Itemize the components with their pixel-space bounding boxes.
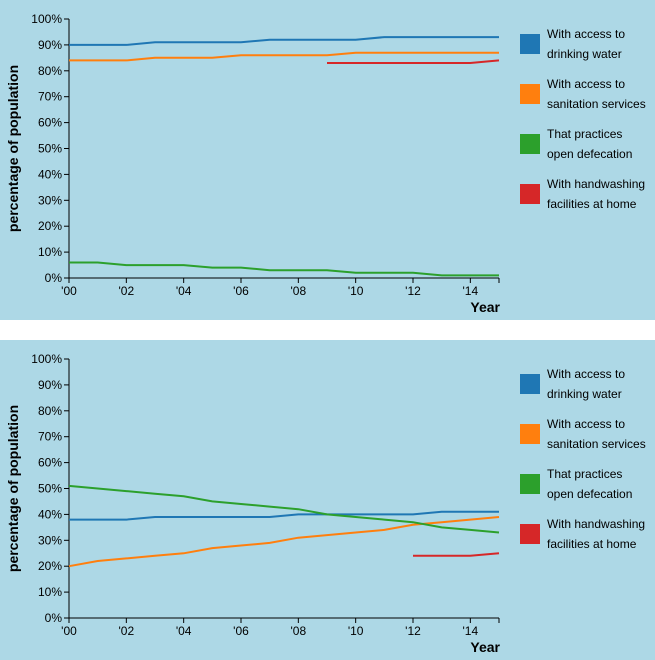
y-tick-label: 10%: [38, 245, 62, 259]
series-line-that-practices-open-defecation: [69, 261, 499, 277]
y-tick-label: 0%: [45, 271, 63, 285]
x-tick-label: '12: [405, 284, 421, 298]
y-tick-label: 100%: [31, 352, 62, 366]
legend-label: With access to: [547, 77, 625, 91]
y-tick-label: 60%: [38, 116, 62, 130]
series-line-with-handwashing-facilities-at-home: [413, 552, 500, 557]
legend-label: open defecation: [547, 147, 632, 161]
x-axis-label: Year: [470, 299, 500, 315]
x-tick-label: '04: [176, 624, 192, 638]
legend-label: That practices: [547, 127, 622, 141]
y-tick-label: 0%: [45, 611, 63, 625]
x-tick-label: '10: [348, 284, 364, 298]
y-tick-label: 30%: [38, 533, 62, 547]
series-line-with-handwashing-facilities-at-home: [327, 59, 500, 64]
y-tick-label: 70%: [38, 430, 62, 444]
x-tick-label: '08: [291, 284, 307, 298]
chart-panel-bottom: 0% 10% 20% 30% 40% 50% 60% 70% 80% 90% 100% '00 '02 '…: [0, 340, 655, 660]
legend-swatch-with-handwashing-facilities-at-home: [520, 524, 540, 544]
x-tick-label: '12: [405, 624, 421, 638]
y-axis-label: percentage of population: [5, 405, 21, 572]
legend-swatch-with-handwashing-facilities-at-home: [520, 184, 540, 204]
y-tick-label: 20%: [38, 559, 62, 573]
y-tick-label: 30%: [38, 193, 62, 207]
legend-label: sanitation services: [547, 437, 646, 451]
x-axis-label: Year: [470, 639, 500, 655]
series-line-with-access-to-sanitation-services: [69, 51, 499, 62]
x-tick-label: '14: [463, 284, 479, 298]
x-tick-label: '06: [233, 624, 249, 638]
series-line-with-access-to-drinking-water: [69, 510, 499, 521]
y-tick-label: 80%: [38, 64, 62, 78]
legend-label: With handwashing: [547, 177, 645, 191]
y-tick-label: 60%: [38, 456, 62, 470]
legend-swatch-that-practices-open-defecation: [520, 134, 540, 154]
x-tick-label: '02: [119, 284, 135, 298]
legend-swatch-with-access-to-sanitation-services: [520, 84, 540, 104]
y-tick-label: 70%: [38, 90, 62, 104]
legend-swatch-with-access-to-drinking-water: [520, 34, 540, 54]
y-tick-label: 80%: [38, 404, 62, 418]
y-tick-label: 50%: [38, 142, 62, 156]
x-tick-label: '02: [119, 624, 135, 638]
x-tick-label: '06: [233, 284, 249, 298]
legend-label: That practices: [547, 467, 622, 481]
x-tick-label: '00: [61, 284, 77, 298]
y-tick-label: 90%: [38, 38, 62, 52]
x-tick-label: '10: [348, 624, 364, 638]
series-line-with-access-to-sanitation-services: [68, 516, 500, 568]
y-tick-label: 50%: [38, 482, 62, 496]
x-tick-label: '14: [463, 624, 479, 638]
legend-label: open defecation: [547, 487, 632, 501]
y-tick-label: 90%: [38, 378, 62, 392]
line-chart-top: 0% 10% 20% 30% 40% 50% 60% 70% 80% 90% 100% '00 '02 '…: [5, 12, 646, 315]
legend-label: facilities at home: [547, 537, 637, 551]
y-tick-label: 10%: [38, 585, 62, 599]
legend-swatch-that-practices-open-defecation: [520, 474, 540, 494]
legend-label: With access to: [547, 417, 625, 431]
legend-label: drinking water: [547, 47, 622, 61]
series-line-with-access-to-drinking-water: [69, 36, 499, 46]
legend-label: With access to: [547, 367, 625, 381]
legend-label: With access to: [547, 27, 625, 41]
y-tick-label: 20%: [38, 219, 62, 233]
y-axis-label: percentage of population: [5, 65, 21, 232]
y-tick-label: 40%: [38, 167, 62, 181]
y-tick-label: 40%: [38, 507, 62, 521]
line-chart-bottom: 0% 10% 20% 30% 40% 50% 60% 70% 80% 90% 100% '00 '02 '…: [5, 352, 646, 655]
legend-label: With handwashing: [547, 517, 645, 531]
y-tick-label: 100%: [31, 12, 62, 26]
legend-swatch-with-access-to-sanitation-services: [520, 424, 540, 444]
x-tick-label: '08: [291, 624, 307, 638]
x-tick-label: '00: [61, 624, 77, 638]
legend-swatch-with-access-to-drinking-water: [520, 374, 540, 394]
legend-label: facilities at home: [547, 197, 637, 211]
x-tick-label: '04: [176, 284, 192, 298]
chart-panel-top: 0% 10% 20% 30% 40% 50% 60% 70% 80% 90% 100% '00 '02 '…: [0, 0, 655, 320]
legend-label: drinking water: [547, 387, 622, 401]
legend-label: sanitation services: [547, 97, 646, 111]
series-line-that-practices-open-defecation: [68, 484, 500, 534]
